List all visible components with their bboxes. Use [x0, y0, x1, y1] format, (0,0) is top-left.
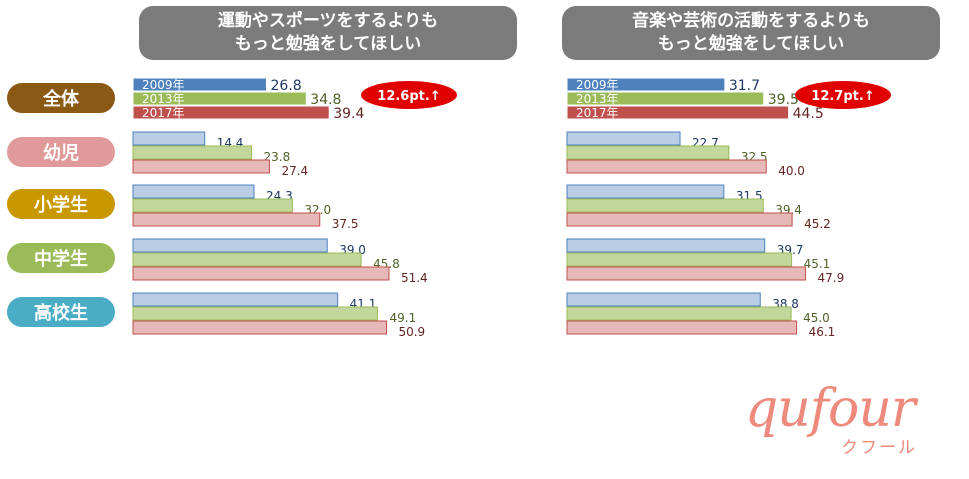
left-title-line-1: 運動やスポーツをするよりも [217, 11, 439, 31]
left-chart-title: 運動やスポーツをするよりも もっと勉強をしてほしい [139, 6, 517, 60]
left-increase-badge [361, 81, 457, 109]
left-value-all-2017: 39.4 [333, 106, 364, 122]
left-value-all-2009: 26.8 [270, 78, 301, 94]
right-bar-all-2017 [566, 105, 790, 120]
left-bar-all-2009 [132, 77, 267, 92]
left-legend-2017: 2017年 [142, 106, 185, 120]
left-value-all-2013: 34.8 [310, 92, 341, 108]
left-legend-2013: 2013年 [142, 92, 185, 106]
right-bar-junior-high-2017 [566, 266, 807, 281]
right-legend-2017: 2017年 [576, 106, 619, 120]
right-value-junior-high-2017: 47.9 [818, 271, 845, 285]
left-value-high-school-2013: 49.1 [390, 311, 417, 325]
left-bar-preschool-2013 [132, 145, 253, 160]
right-bar-junior-high-2009 [566, 238, 766, 253]
right-increase-badge [795, 81, 891, 109]
right-bar-elementary-2013 [566, 198, 764, 213]
left-bar-junior-high-2009 [132, 238, 328, 253]
left-value-junior-high-2017: 51.4 [401, 271, 428, 285]
logo-wordmark: qufour [745, 379, 916, 439]
left-bar-elementary-2013 [132, 198, 293, 213]
left-bar-high-school-2013 [132, 306, 379, 321]
right-bar-high-school-2009 [566, 292, 761, 307]
right-title-line-1: 音楽や芸術の活動をするよりも [632, 11, 870, 31]
right-title-line-2: もっと勉強をしてほしい [657, 34, 845, 54]
right-chart-title: 音楽や芸術の活動をするよりも もっと勉強をしてほしい [562, 6, 940, 60]
left-bar-high-school-2017 [132, 320, 387, 335]
left-bar-elementary-2017 [132, 212, 321, 227]
category-label-junior-high: 中学生 [7, 243, 115, 273]
left-increase-label: 12.6pt.↑ [377, 89, 440, 104]
right-value-all-2009: 31.7 [729, 78, 760, 94]
left-bar-junior-high-2013 [132, 252, 362, 267]
right-bar-elementary-2009 [566, 184, 725, 199]
right-value-all-2017: 44.5 [793, 106, 824, 122]
right-bar-high-school-2013 [566, 306, 792, 321]
left-bar-preschool-2017 [132, 159, 270, 174]
right-legend-2013: 2013年 [576, 92, 619, 106]
right-bar-high-school-2017 [566, 320, 798, 335]
left-value-high-school-2017: 50.9 [398, 325, 425, 339]
category-label-elementary: 小学生 [7, 189, 115, 219]
right-value-preschool-2017: 40.0 [778, 164, 805, 178]
right-increase-label: 12.7pt.↑ [811, 89, 874, 104]
right-value-high-school-2013: 45.0 [803, 311, 830, 325]
right-value-all-2013: 39.5 [768, 92, 799, 108]
qufour-logo: qufour クフール [745, 379, 955, 460]
left-bar-preschool-2009 [132, 131, 206, 146]
left-value-preschool-2013: 23.8 [264, 150, 291, 164]
left-bar-all-2013 [132, 91, 307, 106]
category-label-high-school: 高校生 [7, 297, 115, 327]
right-bar-preschool-2009 [566, 131, 681, 146]
right-bar-all-2013 [566, 91, 765, 106]
logo-katakana: クフール [841, 438, 917, 458]
right-legend-2009: 2009年 [576, 78, 619, 92]
left-bar-all-2017 [132, 105, 330, 120]
left-title-line-2: もっと勉強をしてほしい [234, 34, 422, 54]
right-bar-junior-high-2013 [566, 252, 793, 267]
left-bar-elementary-2009 [132, 184, 255, 199]
left-value-preschool-2017: 27.4 [281, 164, 308, 178]
category-label-all: 全体 [7, 83, 115, 113]
right-bar-preschool-2017 [566, 159, 767, 174]
right-bar-all-2009 [566, 77, 726, 92]
right-bar-elementary-2017 [566, 212, 793, 227]
left-bar-high-school-2009 [132, 292, 339, 307]
right-value-elementary-2017: 45.2 [804, 217, 831, 231]
right-value-high-school-2017: 46.1 [809, 325, 836, 339]
right-value-junior-high-2013: 45.1 [804, 257, 831, 271]
right-bar-preschool-2013 [566, 145, 730, 160]
category-label-preschool: 幼児 [7, 137, 115, 167]
left-bar-junior-high-2017 [132, 266, 390, 281]
left-value-elementary-2017: 37.5 [332, 217, 359, 231]
left-legend-2009: 2009年 [142, 78, 185, 92]
